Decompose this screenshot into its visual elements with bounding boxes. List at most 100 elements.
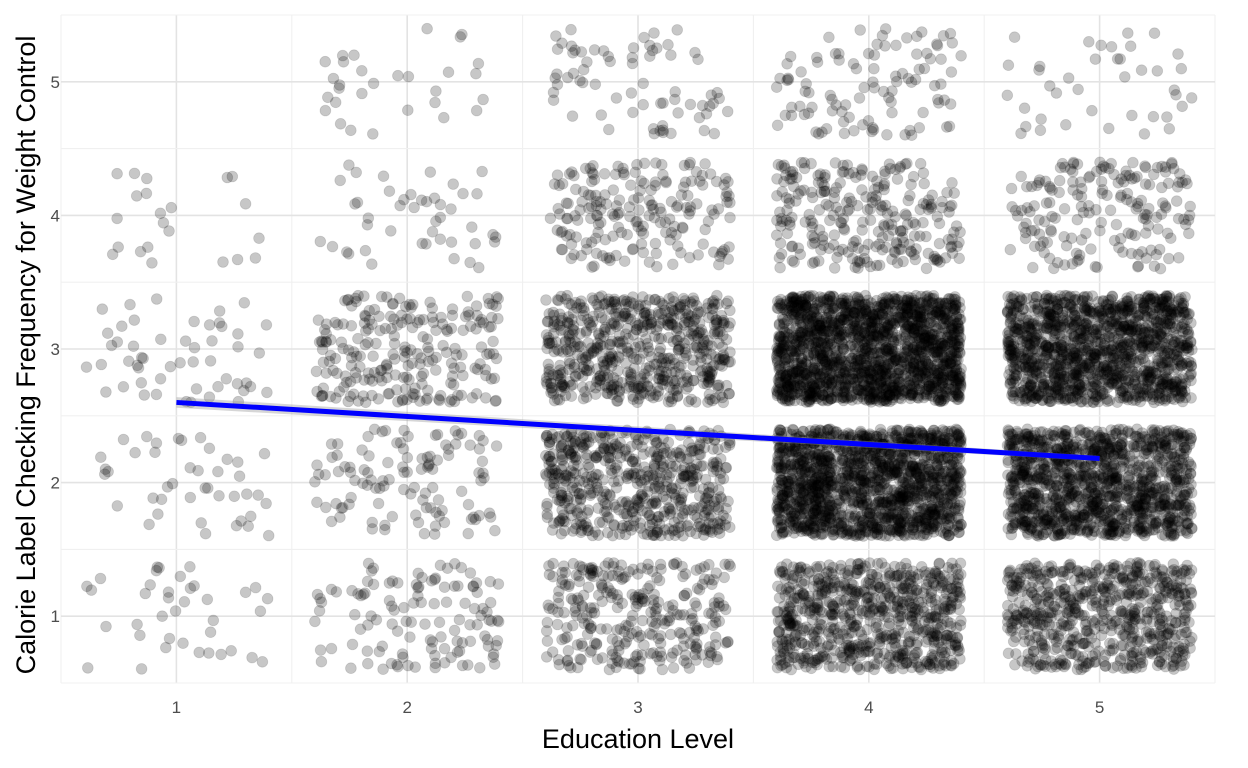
scatter-point	[584, 567, 596, 580]
scatter-point	[899, 647, 912, 660]
scatter-point	[884, 569, 896, 582]
scatter-point	[421, 333, 434, 345]
scatter-point	[355, 589, 367, 602]
scatter-point	[616, 597, 629, 610]
scatter-point	[656, 663, 669, 676]
scatter-point	[687, 292, 699, 304]
scatter-point	[723, 439, 736, 451]
scatter-point	[382, 456, 394, 469]
scatter-point	[401, 104, 414, 116]
scatter-point	[861, 507, 874, 519]
scatter-point	[455, 485, 468, 498]
scatter-point	[551, 618, 564, 631]
scatter-point	[187, 356, 200, 368]
scatter-point	[422, 355, 435, 368]
scatter-point	[463, 309, 475, 322]
scatter-point	[244, 380, 257, 393]
scatter-point	[430, 506, 442, 519]
scatter-point	[471, 586, 484, 599]
scatter-point	[606, 657, 618, 670]
scatter-point	[693, 583, 706, 596]
scatter-point	[575, 637, 588, 650]
scatter-point	[345, 319, 358, 332]
scatter-point	[370, 613, 383, 626]
scatter-point	[577, 564, 589, 576]
scatter-point	[324, 333, 337, 346]
scatter-point	[675, 627, 687, 640]
scatter-point	[407, 391, 420, 404]
scatter-point	[434, 233, 447, 246]
scatter-point	[442, 449, 455, 462]
scatter-point	[172, 432, 185, 445]
scatter-point	[915, 596, 928, 609]
scatter-point	[412, 581, 425, 593]
scatter-point	[405, 188, 417, 201]
scatter-point	[704, 649, 717, 662]
scatter-point	[607, 316, 620, 329]
scatter-point	[952, 462, 965, 474]
scatter-point	[541, 616, 554, 629]
scatter-point	[819, 512, 832, 525]
scatter-point	[772, 606, 784, 618]
scatter-point	[471, 188, 483, 200]
scatter-point	[232, 340, 244, 353]
scatter-point	[689, 597, 701, 609]
scatter-point	[636, 614, 649, 627]
scatter-point	[546, 524, 559, 536]
scatter-point	[655, 563, 667, 575]
scatter-point	[693, 111, 706, 124]
scatter-point	[930, 457, 943, 470]
scatter-point	[424, 296, 436, 309]
scatter-point	[776, 635, 789, 648]
scatter-point	[452, 580, 464, 592]
scatter-point	[655, 158, 668, 171]
scatter-point	[611, 654, 624, 667]
scatter-point	[327, 364, 339, 377]
scatter-point	[780, 558, 793, 570]
scatter-point	[412, 590, 424, 602]
scatter-point	[203, 319, 216, 331]
scatter-point	[433, 394, 446, 407]
scatter-point	[399, 341, 411, 353]
scatter-point	[453, 645, 466, 657]
scatter-point	[626, 609, 639, 622]
scatter-point	[616, 342, 628, 355]
scatter-point	[571, 661, 584, 674]
scatter-point	[541, 500, 553, 513]
scatter-point	[478, 471, 490, 484]
scatter-point	[184, 491, 197, 504]
scatter-point	[379, 519, 391, 532]
scatter-point	[677, 487, 689, 500]
scatter-point	[385, 322, 398, 335]
scatter-point	[232, 328, 244, 340]
scatter-point	[611, 395, 624, 407]
scatter-point	[368, 303, 381, 316]
scatter-point	[331, 449, 343, 462]
scatter-point	[421, 384, 434, 397]
scatter-point	[194, 431, 207, 444]
scatter-point	[838, 661, 851, 674]
scatter-point	[651, 381, 664, 394]
scatter-point	[324, 390, 337, 403]
scatter-point	[420, 394, 433, 406]
scatter-point	[953, 431, 966, 443]
scatter-point	[489, 231, 502, 243]
scatter-point	[654, 630, 667, 642]
scatter-point	[366, 389, 378, 402]
scatter-point	[474, 358, 486, 370]
scatter-point	[455, 561, 468, 574]
scatter-point	[406, 298, 419, 311]
scatter-point	[719, 558, 731, 571]
scatter-point	[643, 50, 656, 62]
scatter-point	[342, 395, 355, 408]
scatter-point	[574, 492, 587, 505]
scatter-point	[662, 331, 675, 344]
scatter-point	[823, 559, 835, 571]
scatter-point	[445, 236, 458, 248]
scatter-point	[406, 357, 419, 370]
scatter-point	[174, 356, 186, 369]
scatter-point	[426, 636, 439, 648]
scatter-point	[634, 663, 646, 675]
scatter-point	[230, 519, 243, 532]
scatter-point	[465, 513, 478, 525]
